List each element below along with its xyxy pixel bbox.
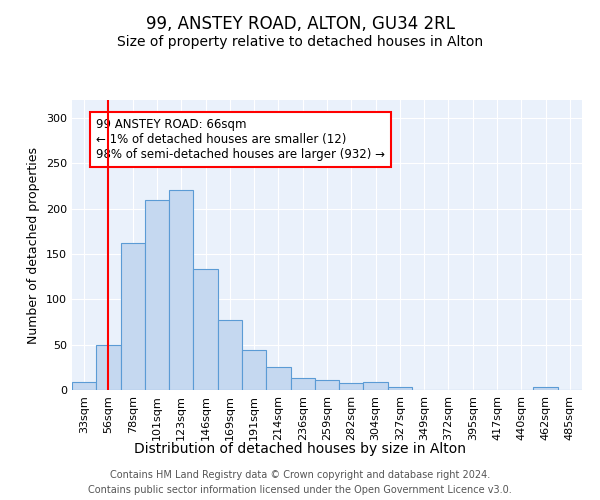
Bar	[169, 190, 193, 390]
Bar	[533, 388, 558, 390]
Bar	[266, 368, 290, 390]
Text: 99, ANSTEY ROAD, ALTON, GU34 2RL: 99, ANSTEY ROAD, ALTON, GU34 2RL	[146, 15, 455, 33]
Bar	[193, 270, 218, 390]
Bar	[290, 378, 315, 390]
Bar	[242, 350, 266, 390]
Bar	[72, 382, 96, 390]
Text: Size of property relative to detached houses in Alton: Size of property relative to detached ho…	[117, 35, 483, 49]
Bar	[121, 243, 145, 390]
Bar	[315, 380, 339, 390]
Bar	[145, 200, 169, 390]
Y-axis label: Number of detached properties: Number of detached properties	[28, 146, 40, 344]
Text: 99 ANSTEY ROAD: 66sqm
← 1% of detached houses are smaller (12)
98% of semi-detac: 99 ANSTEY ROAD: 66sqm ← 1% of detached h…	[96, 118, 385, 161]
Bar	[96, 344, 121, 390]
Text: Contains HM Land Registry data © Crown copyright and database right 2024.: Contains HM Land Registry data © Crown c…	[110, 470, 490, 480]
Text: Contains public sector information licensed under the Open Government Licence v3: Contains public sector information licen…	[88, 485, 512, 495]
Bar	[218, 320, 242, 390]
Bar	[364, 382, 388, 390]
Bar	[388, 388, 412, 390]
Bar	[339, 383, 364, 390]
Text: Distribution of detached houses by size in Alton: Distribution of detached houses by size …	[134, 442, 466, 456]
